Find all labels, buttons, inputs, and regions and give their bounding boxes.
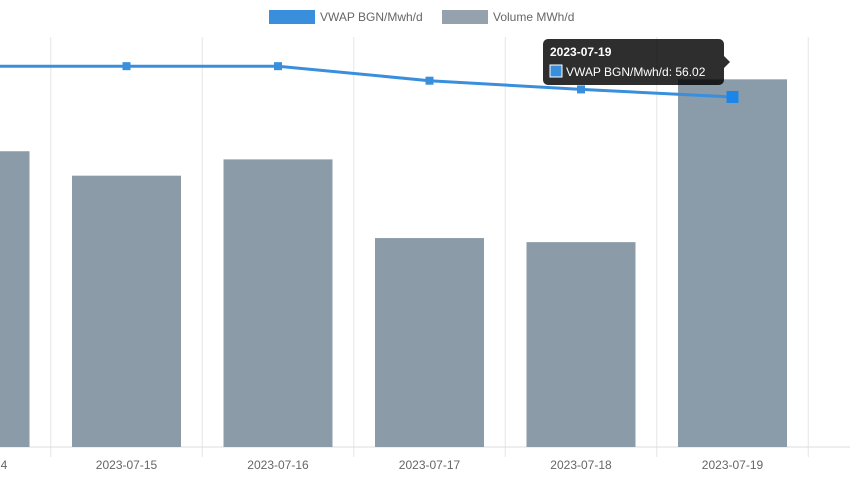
x-tick-label: 2023-07-15 — [96, 458, 158, 472]
x-axis: 4 2023-07-15 2023-07-16 2023-07-17 2023-07-1… — [1, 458, 764, 472]
vwap-line — [0, 64, 733, 99]
point-vwap-2023-07-15[interactable] — [122, 62, 131, 71]
bar-volume-2023-07-14[interactable] — [0, 151, 30, 447]
tooltip-series-name: VWAP BGN/Mwh/d — [566, 65, 669, 79]
legend-swatch-vwap[interactable] — [269, 10, 315, 24]
point-vwap-2023-07-17[interactable] — [425, 76, 434, 85]
tooltip-title: 2023-07-19 — [550, 45, 612, 59]
tooltip-box — [543, 39, 724, 85]
legend-label-volume[interactable]: Volume MWh/d — [493, 10, 574, 24]
x-tick-label: 4 — [1, 458, 8, 472]
point-vwap-2023-07-16[interactable] — [274, 62, 282, 71]
tooltip-swatch — [549, 64, 563, 78]
bar-volume-2023-07-15[interactable] — [72, 175, 181, 447]
legend-swatch-volume[interactable] — [442, 10, 488, 24]
vwap-line-series — [0, 62, 739, 103]
tooltip-caret — [724, 56, 730, 68]
x-tick-label: 2023-07-16 — [247, 458, 309, 472]
point-vwap-2023-07-19[interactable] — [726, 90, 739, 103]
bar-volume-2023-07-17[interactable] — [375, 238, 484, 447]
x-tick-label: 2023-07-18 — [550, 458, 612, 472]
bar-volume-2023-07-19[interactable] — [678, 79, 787, 448]
tooltip-separator: : — [669, 65, 676, 79]
tooltip-value: 56.02 — [675, 65, 705, 79]
volume-bars — [0, 79, 787, 448]
x-tick-label: 2023-07-19 — [702, 458, 764, 472]
bar-volume-2023-07-16[interactable] — [223, 159, 333, 448]
legend-label-vwap[interactable]: VWAP BGN/Mwh/d — [320, 10, 423, 24]
legend[interactable]: VWAP BGN/Mwh/d Volume MWh/d — [269, 10, 574, 24]
bar-volume-2023-07-18[interactable] — [526, 242, 636, 447]
tooltip: 2023-07-19 VWAP BGN/Mwh/d: 56.02 — [543, 39, 730, 85]
point-vwap-2023-07-18[interactable] — [577, 85, 585, 94]
tooltip-series-label: VWAP BGN/Mwh/d: 56.02 — [566, 65, 706, 79]
x-tick-label: 2023-07-17 — [399, 458, 461, 472]
